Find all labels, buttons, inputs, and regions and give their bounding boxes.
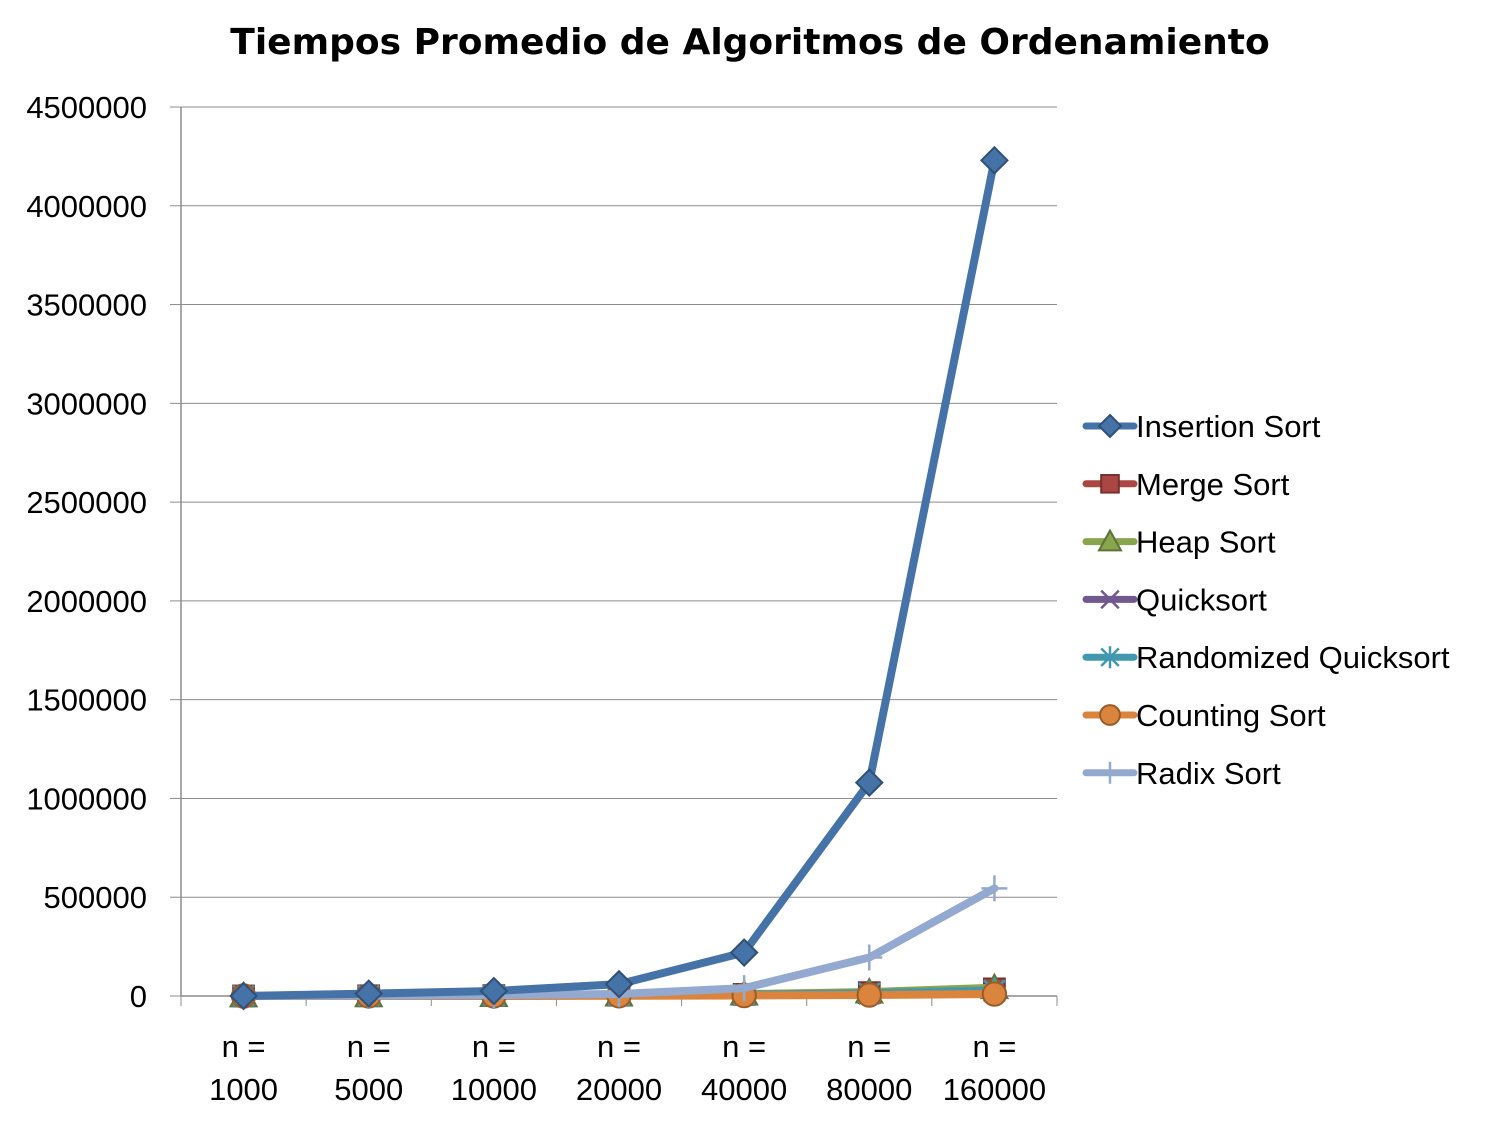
data-point (479, 976, 509, 1006)
y-tick-label: 2500000 (26, 485, 147, 520)
y-tick-label: 2000000 (26, 584, 147, 619)
series-insertion-sort (229, 145, 1009, 1011)
legend-item: Merge Sort (1082, 467, 1290, 502)
legend-label: Insertion Sort (1136, 409, 1321, 444)
gridlines (181, 106, 1057, 898)
y-tick-label: 1000000 (26, 781, 147, 816)
y-tick-label: 1500000 (26, 683, 147, 718)
data-point (980, 145, 1009, 175)
legend-marker (1097, 528, 1123, 552)
legend-marker (1099, 761, 1121, 784)
data-point (856, 982, 882, 1008)
legend-label: Heap Sort (1136, 525, 1276, 560)
data-point (854, 768, 884, 798)
legend-label: Counting Sort (1136, 698, 1326, 733)
legend-label: Quicksort (1136, 582, 1267, 617)
data-point (354, 979, 384, 1009)
y-tick-label: 3500000 (26, 288, 147, 323)
x-tick-label: n = (847, 1029, 891, 1064)
x-tick-label: n = (222, 1029, 266, 1064)
data-point (731, 975, 758, 1002)
x-tick-label: n = (597, 1029, 641, 1064)
legend-marker (1100, 646, 1120, 669)
axes (170, 106, 1058, 1006)
y-tick-label: 4500000 (26, 90, 147, 125)
x-tick-label: 40000 (701, 1072, 787, 1107)
legend-label: Radix Sort (1136, 756, 1281, 791)
chart-title: Tiempos Promedio de Algoritmos de Ordena… (230, 22, 1270, 63)
y-tick-label: 3000000 (26, 386, 147, 421)
data-point (729, 938, 759, 967)
x-tick-label: 1000 (209, 1072, 278, 1107)
x-tick-label: 80000 (826, 1072, 912, 1107)
x-tick-label: 10000 (451, 1072, 537, 1107)
x-tick-label: n = (722, 1029, 766, 1064)
y-tick-label: 0 (130, 979, 147, 1014)
legend-marker (1097, 413, 1123, 439)
legend-label: Merge Sort (1136, 467, 1290, 502)
series-line (239, 156, 999, 1000)
legend-marker (1099, 704, 1121, 726)
y-tick-labels: 0 500000 1000000 1500000 2000000 2500000 30000… (26, 90, 147, 1014)
legend-marker (1100, 474, 1120, 494)
y-tick-label: 500000 (44, 880, 147, 915)
data-point (981, 981, 1008, 1007)
legend-item: Quicksort (1082, 582, 1267, 617)
x-tick-label: 160000 (943, 1072, 1046, 1107)
series-lines (228, 145, 1010, 1011)
legend-marker (1100, 589, 1120, 610)
legend: Insertion Sort Merge Sort Heap Sort Quickso… (1082, 409, 1450, 791)
x-tick-label: n = (972, 1029, 1016, 1064)
x-tick-label: n = (347, 1029, 391, 1064)
x-tick-label: n = (472, 1029, 516, 1064)
legend-label: Randomized Quicksort (1136, 640, 1450, 675)
data-point (229, 981, 258, 1011)
x-tick-labels: n = 1000 n = 5000 n = 10000 n = 20000 n = 40000 n … (209, 1029, 1046, 1107)
data-point (604, 969, 634, 999)
legend-item: Heap Sort (1082, 525, 1276, 560)
x-tick-label: 20000 (576, 1072, 662, 1107)
legend-item: Radix Sort (1082, 756, 1281, 791)
data-point (981, 875, 1008, 902)
data-point (856, 944, 883, 971)
y-tick-label: 4000000 (26, 189, 147, 224)
legend-item: Randomized Quicksort (1082, 640, 1450, 675)
legend-item: Insertion Sort (1082, 409, 1321, 444)
legend-item: Counting Sort (1082, 698, 1326, 733)
x-tick-label: 5000 (334, 1072, 403, 1107)
